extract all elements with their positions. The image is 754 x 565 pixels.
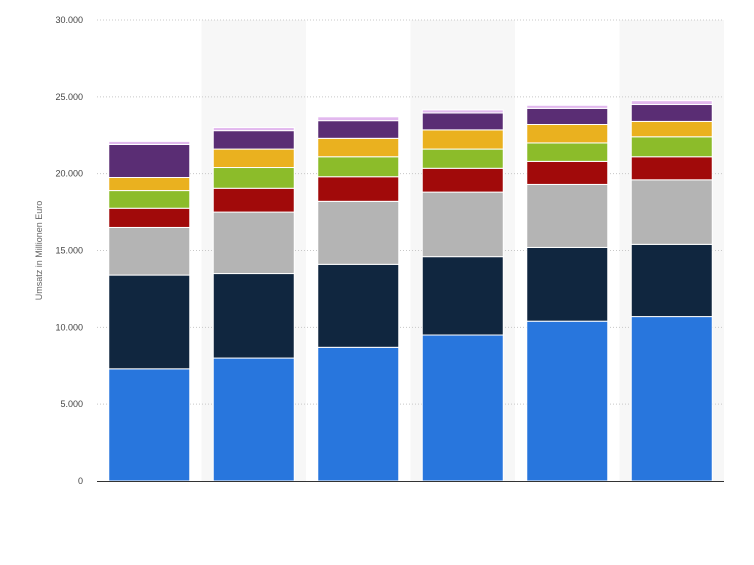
bar-segment [421,112,504,131]
bar-segment [212,127,295,132]
bar-segment [630,316,713,482]
bar-segment [108,226,191,276]
y-axis-label: Umsatz in Millionen Euro [34,201,44,301]
bar-segment [526,160,609,185]
bar-segment [108,143,191,179]
bar-segment [630,156,713,181]
y-tick-label: 0 [78,476,83,486]
bar-segment [526,104,609,109]
bar-segment [212,148,295,169]
y-tick-label: 15.000 [55,246,83,256]
bar-segment [421,334,504,482]
bar-segment [630,243,713,318]
bar-segment [421,148,504,169]
bar-segment [317,263,400,348]
bar-segment [526,246,609,322]
bar-segment [212,130,295,150]
bar-segment [212,167,295,189]
bar-segment [108,274,191,370]
bar-segment [526,183,609,248]
bar-segment [526,123,609,144]
bar-segment [317,176,400,202]
bar-segment [630,104,713,122]
bar-segment [108,177,191,192]
bar-segment [421,256,504,336]
bar-segment [421,129,504,150]
bar-segment [317,120,400,139]
bar-segment [212,187,295,213]
bar-segment [108,207,191,228]
bar-segment [526,320,609,482]
bar-segment [317,116,400,122]
bar-segment [108,368,191,482]
bar-segment [421,167,504,193]
bar-segment [630,136,713,158]
y-tick-label: 20.000 [55,169,83,179]
y-tick-label: 30.000 [55,15,83,25]
bar-segment [212,357,295,482]
gridlines [97,19,724,405]
bar-segment [421,191,504,258]
y-tick-label: 5.000 [60,399,83,409]
bar-segment [630,179,713,245]
bar-segment [212,211,295,275]
bar-segment [526,107,609,125]
bar-segment [630,120,713,138]
bar-segment [317,200,400,265]
bar-segment [108,140,191,145]
y-tick-label: 25.000 [55,92,83,102]
bar-segment [317,346,400,482]
bar-segment [526,142,609,162]
bar-segment [630,100,713,106]
bar-segment [317,137,400,158]
bar-stack-group [108,100,713,482]
bar-segment [108,190,191,209]
y-axis: 0 5.000 10.000 15.000 20.000 25.000 30.000 [55,15,724,486]
bar-segment [212,273,295,359]
bar-segment [421,109,504,114]
bar-segment [317,156,400,178]
y-tick-label: 10.000 [55,322,83,332]
